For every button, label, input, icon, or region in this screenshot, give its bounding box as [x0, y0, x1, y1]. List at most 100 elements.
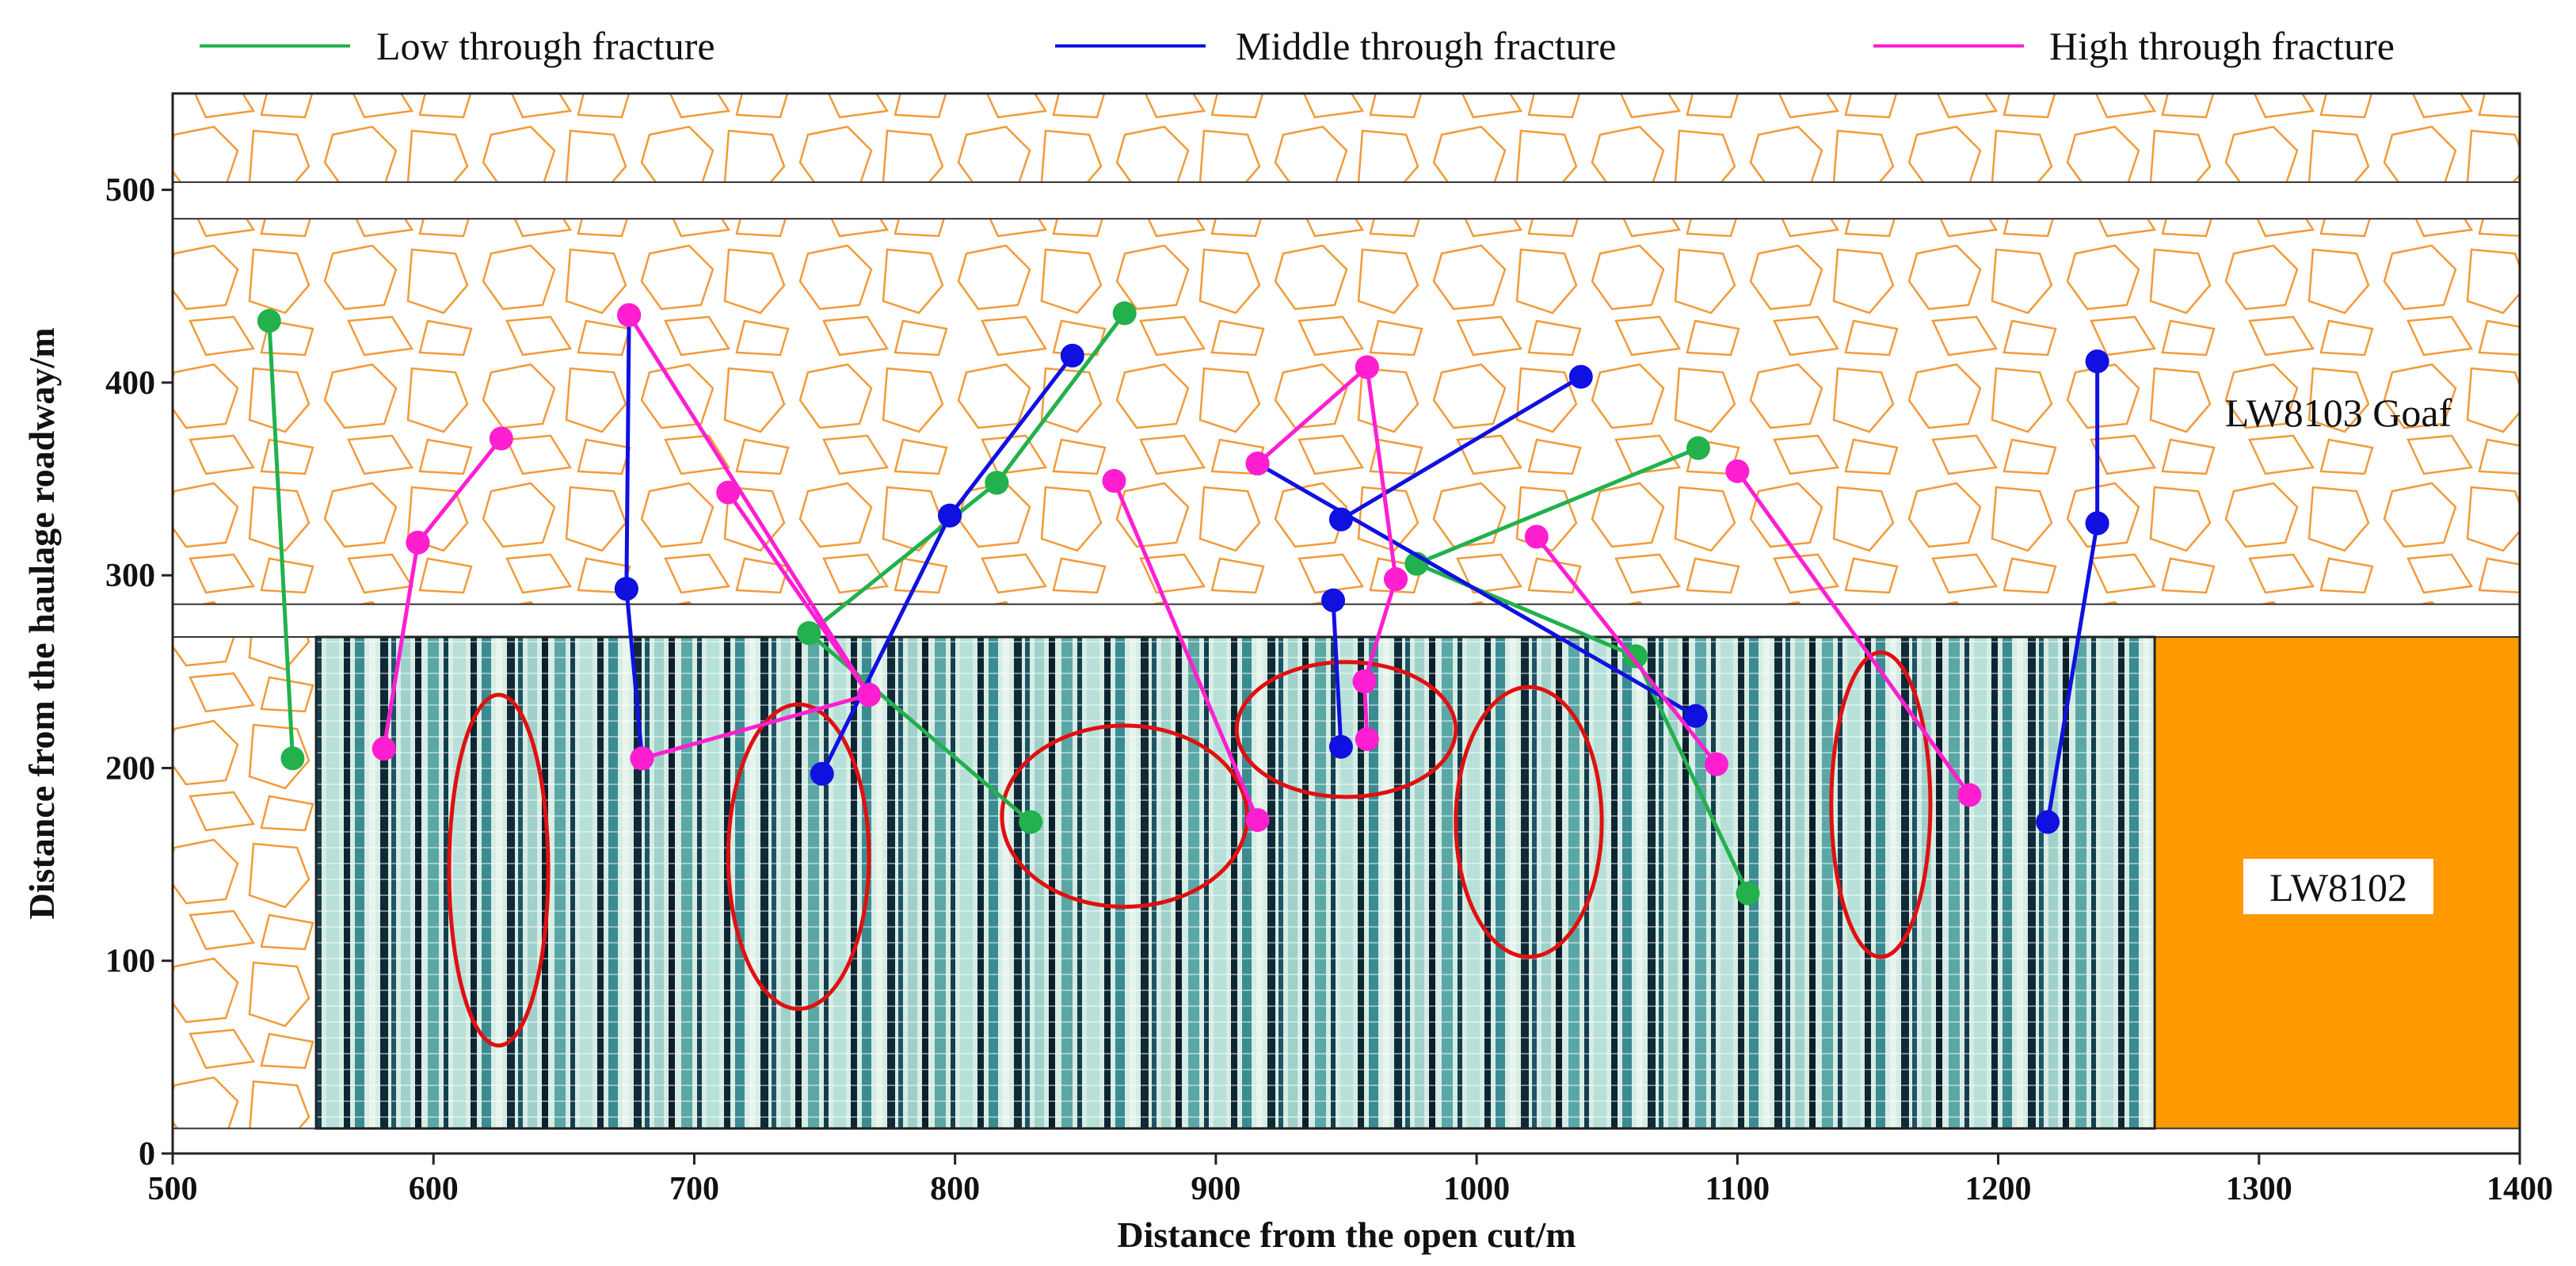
x-tick-label-700: 700 [669, 1171, 719, 1207]
goaf-region-4 [172, 636, 318, 1130]
ellipse-5 [1454, 684, 1604, 959]
ellipse-1 [447, 692, 551, 1048]
series-3-segment-6 [1112, 480, 1259, 822]
y-tick-label-100: 100 [105, 944, 155, 980]
ellipse-2 [726, 702, 871, 1012]
goaf-region-1 [172, 218, 2521, 605]
series-1-segment-3 [807, 481, 998, 635]
series-2-segment-1 [624, 315, 631, 589]
series-3-segment-8 [1365, 367, 1398, 580]
series-1-segment-1 [267, 320, 295, 759]
series-3-point-10-2 [1355, 726, 1379, 751]
series-3-point-1-1 [372, 737, 396, 761]
y-tick-label-400: 400 [105, 365, 155, 402]
region-labels: LW8103 Goaf LW8102 [2225, 391, 2452, 914]
ellipse-6 [1829, 650, 1933, 959]
goaf-region-0 [172, 93, 2521, 183]
series-3-point-3-1 [630, 746, 654, 771]
series-1-point-4-1 [985, 471, 1009, 495]
series-3-point-6-1 [1102, 468, 1126, 493]
series-2-segment-9 [2045, 523, 2100, 822]
series-1-segment-7 [1633, 655, 1750, 894]
series-3-segment-3 [641, 692, 870, 761]
series-2-point-7-2 [1328, 734, 1353, 759]
series-2-point-5-1 [1328, 507, 1353, 532]
x-tick-label-800: 800 [930, 1171, 980, 1207]
series-2-segment-6 [1256, 461, 1697, 718]
series-3-point-2-1 [406, 530, 430, 555]
series-2-point-9-2 [2036, 810, 2060, 834]
y-axis-title: Distance from the haulage roadway/m [21, 327, 62, 919]
heatmap-band [314, 635, 2156, 1130]
series-1-segment-6 [1416, 562, 1637, 658]
series-3-point-6-2 [1245, 808, 1270, 833]
x-tick-label-1200: 1200 [1965, 1171, 2032, 1207]
y-tick-label-0: 0 [139, 1136, 155, 1173]
series-3-segment-2 [416, 437, 503, 544]
plot-backgrounds [172, 93, 2521, 1130]
series-2-point-8-1 [2085, 349, 2109, 374]
series-3-point-11-2 [1704, 752, 1728, 776]
series-1-segment-5 [1416, 446, 1699, 566]
x-axis: 500 600 700 800 900 1000 1100 1200 1300 1400 [148, 1154, 2553, 1207]
x-tick-label-600: 600 [409, 1171, 459, 1207]
legend-middle-label: Middle through fracture [1236, 24, 1616, 68]
y-axis: 0 100 200 300 400 500 [105, 173, 173, 1173]
series-1-point-3-1 [797, 621, 821, 646]
series-2-point-2-1 [614, 577, 638, 601]
series-2-point-9-1 [2085, 511, 2109, 536]
y-tick-label-200: 200 [105, 750, 155, 787]
series-3-point-5-2 [857, 683, 882, 707]
series-2 [614, 303, 2109, 834]
series-3-segment-11 [1534, 535, 1718, 766]
series-1 [257, 301, 1760, 906]
series-3-point-11-1 [1524, 524, 1549, 549]
panel-label-background [2243, 859, 2433, 914]
series-3-segment-12 [1736, 470, 1972, 796]
series-2-point-6-2 [1683, 704, 1708, 728]
series-1-point-7-1 [1623, 644, 1648, 669]
series-3 [372, 303, 1982, 833]
series-1-point-1-1 [257, 309, 281, 334]
series-2-point-4-2 [1060, 343, 1084, 368]
series-3-point-12-2 [1957, 783, 1982, 807]
x-tick-label-1000: 1000 [1443, 1171, 1510, 1207]
x-tick-label-1400: 1400 [2486, 1171, 2553, 1207]
series-1-point-1-2 [280, 746, 305, 771]
series-2-segment-5 [1339, 375, 1583, 521]
series-3-segment-9 [1362, 578, 1398, 682]
y-tick-label-500: 500 [105, 173, 155, 209]
series-3-point-2-2 [489, 426, 513, 451]
series-1-point-5-2 [1686, 436, 1710, 460]
panel-label: LW8102 [2269, 865, 2407, 909]
x-tick-label-900: 900 [1191, 1171, 1240, 1207]
series-1-point-4-2 [1112, 301, 1137, 326]
series-2-point-7-1 [1321, 588, 1346, 612]
legend-low-label: Low through fracture [376, 24, 715, 68]
x-tick-label-1100: 1100 [1705, 1171, 1770, 1207]
series-1-segment-4 [995, 311, 1126, 484]
series-3-point-4-1 [617, 303, 642, 327]
plot-frame [171, 92, 2521, 1155]
series-3-segment-7 [1256, 365, 1369, 465]
fracture-series [257, 301, 2109, 906]
series-2-point-4-1 [938, 503, 962, 528]
series-1-point-7-2 [1736, 881, 1760, 906]
series-3-point-5-1 [716, 480, 741, 505]
x-tick-label-500: 500 [148, 1171, 198, 1207]
series-2-segment-7 [1331, 600, 1343, 747]
series-2-segment-4 [948, 354, 1074, 517]
series-3-segment-5 [726, 491, 871, 696]
legend-high-label: High through fracture [2049, 24, 2395, 68]
series-2-point-5-2 [1568, 364, 1593, 389]
x-axis-title: Distance from the open cut/m [1117, 1215, 1576, 1255]
ellipse-4 [1234, 660, 1458, 799]
series-3-segment-4 [627, 314, 871, 696]
series-2-segment-3 [820, 514, 952, 775]
fracture-density-heatmap [314, 635, 2156, 1130]
y-tick-label-300: 300 [105, 558, 155, 594]
x-tick-label-1300: 1300 [2226, 1171, 2292, 1207]
series-3-point-8-1 [1355, 355, 1379, 379]
ellipse-annotations [447, 650, 1933, 1048]
